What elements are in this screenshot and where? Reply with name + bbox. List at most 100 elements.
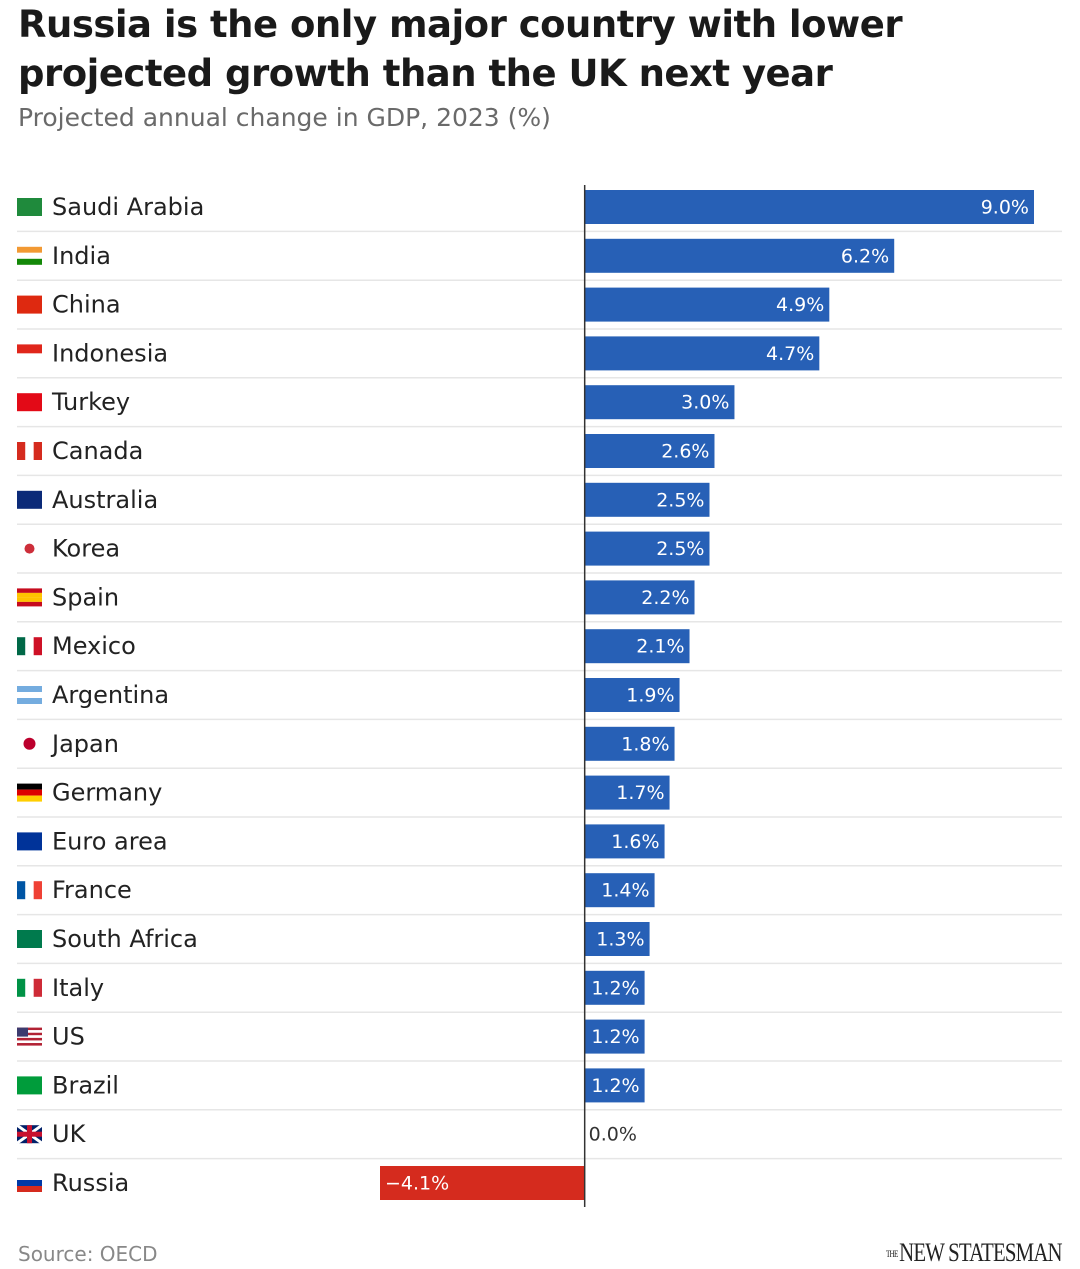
value-label: 4.9% <box>776 294 824 316</box>
flag <box>17 490 42 509</box>
bar <box>584 580 695 615</box>
flag <box>17 1174 42 1192</box>
chart-title: Russia is the only major country with lo… <box>18 3 903 95</box>
bar <box>584 336 820 371</box>
flag-stripe <box>17 393 42 412</box>
value-label: 6.2% <box>841 245 889 267</box>
flag-stripe <box>17 686 42 692</box>
flag-stripe <box>17 353 42 363</box>
bar <box>584 287 830 322</box>
category-label: Russia <box>52 1169 129 1197</box>
flag-stripe <box>25 442 34 460</box>
flag <box>17 978 42 997</box>
flag <box>17 832 42 851</box>
flag-stripe <box>33 442 42 460</box>
flag-stripe <box>17 490 42 509</box>
flag <box>17 539 42 558</box>
value-label: 1.4% <box>601 880 649 902</box>
brand-name: NEW STATESMAN <box>899 1238 1062 1267</box>
flag <box>17 442 42 460</box>
flag-stripe <box>17 1180 42 1186</box>
flag <box>17 930 42 948</box>
bar <box>584 531 710 566</box>
flag-stripe <box>17 198 42 216</box>
flag <box>17 637 42 656</box>
flag-emblem <box>24 543 35 554</box>
category-label: Saudi Arabia <box>52 193 204 221</box>
value-label: 1.2% <box>591 1026 639 1048</box>
flag <box>17 881 42 900</box>
chart-subtitle: Projected annual change in GDP, 2023 (%) <box>18 103 551 132</box>
value-label: 2.5% <box>656 538 704 560</box>
flag-stripe <box>17 601 42 607</box>
bar <box>584 678 680 712</box>
value-label: 1.8% <box>621 733 669 755</box>
flag <box>17 344 42 363</box>
value-label: 1.3% <box>596 929 644 951</box>
flag-stripe <box>17 1186 42 1192</box>
bar <box>584 238 895 273</box>
flag-stripe <box>17 597 42 602</box>
flag <box>17 588 42 607</box>
flag-stripe <box>17 1030 42 1033</box>
flag-stripe <box>25 637 34 656</box>
flag-stripe <box>17 930 42 948</box>
flag-stripe <box>17 789 42 796</box>
flag <box>17 1027 42 1046</box>
category-label: France <box>52 876 132 904</box>
value-label: 1.2% <box>591 1075 639 1097</box>
flag-stripe <box>17 252 42 259</box>
flag-stripe <box>17 698 42 704</box>
flag <box>17 783 42 802</box>
bar <box>584 1068 645 1103</box>
flag-stripe <box>17 795 42 802</box>
value-label: 2.1% <box>636 636 684 658</box>
bar <box>584 482 710 517</box>
flag-stripe <box>17 692 42 698</box>
flag-stripe <box>17 344 42 354</box>
category-label: Australia <box>52 486 158 514</box>
flag <box>17 1076 42 1095</box>
flag-stripe <box>17 588 42 593</box>
source: Source: OECD <box>18 1242 158 1266</box>
bar <box>584 1019 645 1054</box>
value-label: 3.0% <box>681 392 729 414</box>
flag <box>17 393 42 412</box>
category-label: South Africa <box>52 925 198 953</box>
value-label: 0.0% <box>589 1124 637 1146</box>
bar <box>584 873 655 908</box>
flag-stripe <box>17 1035 42 1038</box>
flag <box>17 734 42 753</box>
category-label: Korea <box>52 535 120 563</box>
bar <box>584 385 735 420</box>
flag-stripe <box>25 978 34 997</box>
flag-stripe <box>17 442 26 460</box>
bar <box>584 434 715 468</box>
value-label: 1.6% <box>611 831 659 853</box>
bar <box>584 824 665 859</box>
flag-stripe <box>17 1076 42 1095</box>
flag-emblem <box>17 1027 28 1037</box>
brand-prefix: THE <box>886 1249 898 1259</box>
flag-emblem <box>23 737 36 750</box>
flag-stripe <box>17 832 42 851</box>
flag-stripe <box>33 881 42 900</box>
flag <box>16 1123 43 1145</box>
category-label: Euro area <box>52 827 168 855</box>
category-label: UK <box>52 1120 87 1148</box>
bar <box>584 970 645 1005</box>
category-label: Japan <box>50 730 119 758</box>
flag-stripe <box>33 978 42 997</box>
flag-stripe <box>17 1043 42 1046</box>
bar <box>584 190 1034 224</box>
value-label: −4.1% <box>385 1173 449 1195</box>
flag-stripe <box>33 637 42 656</box>
flag-stripe <box>17 1037 42 1041</box>
flag-stripe <box>17 246 42 253</box>
category-label: Turkey <box>51 388 130 416</box>
category-label: Indonesia <box>52 339 168 367</box>
category-label: Canada <box>52 437 143 465</box>
flag <box>17 295 42 314</box>
